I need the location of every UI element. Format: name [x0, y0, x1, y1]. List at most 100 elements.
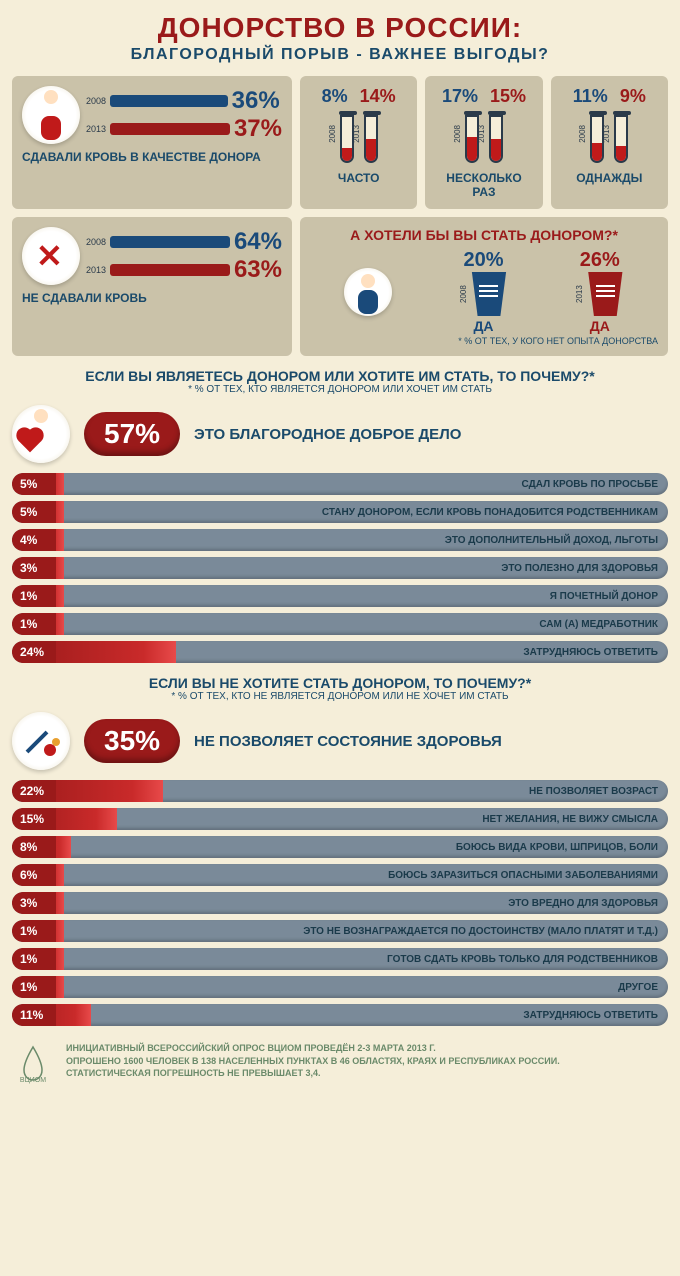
- bar-label: ГОТОВ СДАТЬ КРОВЬ ТОЛЬКО ДЛЯ РОДСТВЕННИК…: [387, 948, 658, 970]
- freq-pct: 17%: [442, 86, 478, 107]
- running-person-icon: [344, 268, 392, 316]
- headline-label: ЭТО БЛАГОРОДНОЕ ДОБРОЕ ДЕЛО: [194, 426, 461, 443]
- bar-label: ЭТО ПОЛЕЗНО ДЛЯ ЗДОРОВЬЯ: [501, 557, 658, 579]
- want-pct-2008: 20%: [459, 249, 508, 272]
- donor-person-icon: [22, 86, 80, 144]
- bar-pct: 1%: [12, 920, 56, 942]
- headline-why-no: 35% НЕ ПОЗВОЛЯЕТ СОСТОЯНИЕ ЗДОРОВЬЯ: [12, 712, 668, 770]
- barlist-why-no: 22% НЕ ПОЗВОЛЯЕТ ВОЗРАСТ 15% НЕТ ЖЕЛАНИЯ…: [12, 780, 668, 1026]
- bar-pct: 11%: [12, 1004, 56, 1026]
- section-title-why-no: ЕСЛИ ВЫ НЕ ХОТИТЕ СТАТЬ ДОНОРОМ, ТО ПОЧЕ…: [12, 675, 668, 691]
- bar-label: БОЮСЬ ВИДА КРОВИ, ШПРИЦОВ, БОЛИ: [456, 836, 658, 858]
- tube-year: 2008: [328, 125, 337, 143]
- bar-label: НЕ ПОЗВОЛЯЕТ ВОЗРАСТ: [529, 780, 658, 802]
- logo-text: ВЦИОМ: [20, 1077, 46, 1084]
- bar-pct: 1%: [12, 613, 56, 635]
- bar-item: 1% ГОТОВ СДАТЬ КРОВЬ ТОЛЬКО ДЛЯ РОДСТВЕН…: [12, 948, 668, 970]
- bar-item: 5% СТАНУ ДОНОРОМ, ЕСЛИ КРОВЬ ПОНАДОБИТСЯ…: [12, 501, 668, 523]
- bar-item: 22% НЕ ПОЗВОЛЯЕТ ВОЗРАСТ: [12, 780, 668, 802]
- bar-2008: [110, 236, 230, 248]
- panel-freq-2: 11%9% 2008 2013 ОДНАЖДЫ: [551, 76, 668, 209]
- pct-2008: 64%: [234, 228, 282, 256]
- tube-year: 2013: [477, 125, 486, 143]
- headline-why-yes: 57% ЭТО БЛАГОРОДНОЕ ДОБРОЕ ДЕЛО: [12, 405, 668, 463]
- year-label: 2013: [86, 124, 106, 134]
- year-label: 2008: [86, 96, 106, 106]
- footer-line: ИНИЦИАТИВНЫЙ ВСЕРОССИЙСКИЙ ОПРОС ВЦИОМ П…: [66, 1042, 560, 1055]
- headline-pct: 35%: [84, 719, 180, 763]
- bar-item: 11% ЗАТРУДНЯЮСЬ ОТВЕТИТЬ: [12, 1004, 668, 1026]
- cup-year: 2013: [575, 272, 584, 316]
- bar-pct: 1%: [12, 948, 56, 970]
- bar-label: ЭТО НЕ ВОЗНАГРАЖДАЕТСЯ ПО ДОСТОИНСТВУ (М…: [303, 920, 658, 942]
- pct-2013: 63%: [234, 256, 282, 284]
- bar-item: 24% ЗАТРУДНЯЮСЬ ОТВЕТИТЬ: [12, 641, 668, 663]
- bar-item: 1% ДРУГОЕ: [12, 976, 668, 998]
- bar-item: 5% СДАЛ КРОВЬ ПО ПРОСЬБЕ: [12, 473, 668, 495]
- bar-2008: [110, 95, 228, 107]
- bar-pct: 6%: [12, 864, 56, 886]
- bar-item: 4% ЭТО ДОПОЛНИТЕЛЬНЫЙ ДОХОД, ЛЬГОТЫ: [12, 529, 668, 551]
- row-not-donated: ✕ 2008 64% 2013 63% НЕ СДАВАЛИ КРОВЬ: [12, 217, 668, 356]
- bar-label: ЭТО ВРЕДНО ДЛЯ ЗДОРОВЬЯ: [508, 892, 658, 914]
- panel-freq-1: 17% 15% 2008 2013 НЕСКОЛЬКО РАЗ: [425, 76, 542, 209]
- footnote: * % ОТ ТЕХ, У КОГО НЕТ ОПЫТА ДОНОРСТВА: [310, 336, 658, 346]
- bar-item: 1% ЭТО НЕ ВОЗНАГРАЖДАЕТСЯ ПО ДОСТОИНСТВУ…: [12, 920, 668, 942]
- test-tube-icon: [489, 115, 503, 163]
- bar-pct: 1%: [12, 585, 56, 607]
- cup-icon: [470, 272, 508, 316]
- headline-label: НЕ ПОЗВОЛЯЕТ СОСТОЯНИЕ ЗДОРОВЬЯ: [194, 733, 502, 750]
- panel-freq-0: 8%14% 2008 2013 ЧАСТО: [300, 76, 417, 209]
- cup-year: 2008: [459, 272, 468, 316]
- footer: ВЦИОМ ИНИЦИАТИВНЫЙ ВСЕРОССИЙСКИЙ ОПРОС В…: [12, 1042, 668, 1084]
- bar-item: 3% ЭТО ПОЛЕЗНО ДЛЯ ЗДОРОВЬЯ: [12, 557, 668, 579]
- tube-year: 2008: [453, 125, 462, 143]
- freq-pct: 15%: [490, 86, 526, 107]
- bar-label: СДАЛ КРОВЬ ПО ПРОСЬБЕ: [522, 473, 658, 495]
- bar-label: ЭТО ДОПОЛНИТЕЛЬНЫЙ ДОХОД, ЛЬГОТЫ: [445, 529, 658, 551]
- subtitle: БЛАГОРОДНЫЙ ПОРЫВ - ВАЖНЕЕ ВЫГОДЫ?: [12, 46, 668, 64]
- bar-label: ДРУГОЕ: [618, 976, 658, 998]
- bar-item: 15% НЕТ ЖЕЛАНИЯ, НЕ ВИЖУ СМЫСЛА: [12, 808, 668, 830]
- pct-2013: 37%: [234, 115, 282, 143]
- row-donated: 2008 36% 2013 37% СДАВАЛИ КРОВЬ В КАЧЕСТ…: [12, 76, 668, 209]
- bar-pct: 1%: [12, 976, 56, 998]
- bar-item: 1% Я ПОЧЕТНЫЙ ДОНОР: [12, 585, 668, 607]
- bar-pct: 3%: [12, 557, 56, 579]
- pct-2008: 36%: [232, 87, 280, 115]
- bar-label: ЗАТРУДНЯЮСЬ ОТВЕТИТЬ: [523, 1004, 658, 1026]
- section-note: * % ОТ ТЕХ, КТО НЕ ЯВЛЯЕТСЯ ДОНОРОМ ИЛИ …: [12, 691, 668, 702]
- person-heart-icon: [12, 405, 70, 463]
- panel-not-donated: ✕ 2008 64% 2013 63% НЕ СДАВАЛИ КРОВЬ: [12, 217, 292, 356]
- section-note: * % ОТ ТЕХ, КТО ЯВЛЯЕТСЯ ДОНОРОМ ИЛИ ХОЧ…: [12, 384, 668, 395]
- freq-pct: 11%: [573, 86, 608, 107]
- bar-item: 1% САМ (А) МЕДРАБОТНИК: [12, 613, 668, 635]
- bar-label: ЗАТРУДНЯЮСЬ ОТВЕТИТЬ: [523, 641, 658, 663]
- freq-label: ЧАСТО: [310, 171, 407, 185]
- bar-label: БОЮСЬ ЗАРАЗИТЬСЯ ОПАСНЫМИ ЗАБОЛЕВАНИЯМИ: [388, 864, 658, 886]
- freq-label: ОДНАЖДЫ: [561, 171, 658, 185]
- test-tube-icon: [364, 115, 378, 163]
- tube-year: 2013: [352, 125, 361, 143]
- headline-pct: 57%: [84, 412, 180, 456]
- freq-label: НЕСКОЛЬКО РАЗ: [435, 171, 532, 199]
- bar-pct: 24%: [12, 641, 56, 663]
- blood-bag-cross-icon: ✕: [22, 227, 80, 285]
- bar-label: СТАНУ ДОНОРОМ, ЕСЛИ КРОВЬ ПОНАДОБИТСЯ РО…: [322, 501, 658, 523]
- bar-label: Я ПОЧЕТНЫЙ ДОНОР: [550, 585, 658, 607]
- panel-donated: 2008 36% 2013 37% СДАВАЛИ КРОВЬ В КАЧЕСТ…: [12, 76, 292, 209]
- bar-pct: 3%: [12, 892, 56, 914]
- bar-pct: 15%: [12, 808, 56, 830]
- tube-year: 2013: [602, 125, 611, 143]
- section-title-why-yes: ЕСЛИ ВЫ ЯВЛЯЕТЕСЬ ДОНОРОМ ИЛИ ХОТИТЕ ИМ …: [12, 368, 668, 384]
- panel-caption: СДАВАЛИ КРОВЬ В КАЧЕСТВЕ ДОНОРА: [22, 150, 282, 164]
- year-label: 2013: [86, 265, 106, 275]
- syringe-pills-icon: [12, 712, 70, 770]
- bar-pct: 8%: [12, 836, 56, 858]
- bar-2013: [110, 123, 230, 135]
- freq-pct: 8%: [322, 86, 348, 107]
- da-label: ДА: [459, 318, 508, 334]
- da-label: ДА: [575, 318, 624, 334]
- bar-pct: 5%: [12, 473, 56, 495]
- bar-label: САМ (А) МЕДРАБОТНИК: [539, 613, 658, 635]
